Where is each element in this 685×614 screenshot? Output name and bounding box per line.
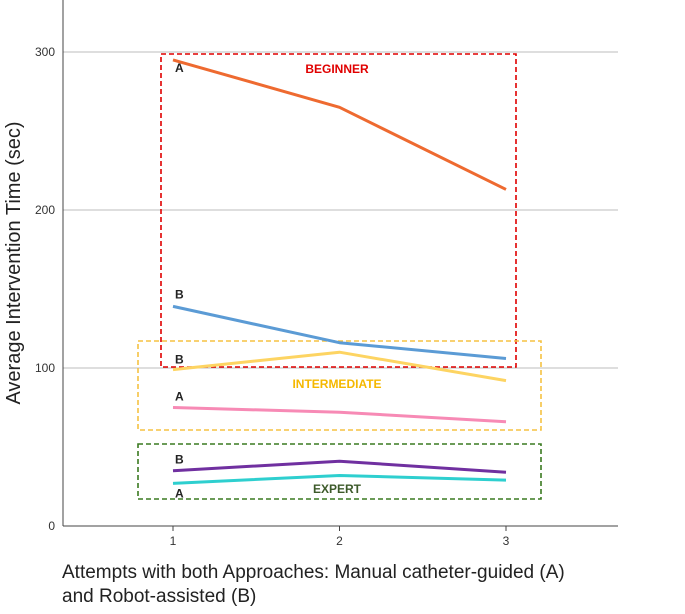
- series-label-intermediate-a: A: [175, 390, 184, 404]
- group-label-expert: EXPERT: [313, 482, 362, 496]
- x-axis-label-line1: Attempts with both Approaches: Manual ca…: [62, 562, 565, 583]
- line-chart: 0 100 200 300 1 2 3 Average Intervention Time…: [3, 0, 618, 548]
- series-lines: [172, 58, 507, 485]
- series-label-expert-b: B: [175, 453, 184, 467]
- series-label-intermediate-b: B: [175, 353, 184, 367]
- x-tick-label: 3: [503, 534, 510, 548]
- group-label-intermediate: INTERMEDIATE: [292, 377, 381, 391]
- series-label-beginner-a: A: [175, 61, 184, 75]
- y-axis-label: Average Intervention Time (sec): [3, 121, 25, 404]
- y-tick-label: 100: [35, 361, 55, 375]
- gridlines: [63, 51, 618, 369]
- series-line-beginner-b: [172, 304, 507, 361]
- series-line-expert-b: [172, 459, 507, 474]
- x-tick-label: 2: [336, 534, 343, 548]
- series-label-expert-a: A: [175, 486, 184, 500]
- series-line-beginner-a: [172, 58, 507, 191]
- y-tick-labels: 0 100 200 300: [35, 45, 55, 533]
- x-axis-label-line2: and Robot-assisted (B): [62, 586, 257, 607]
- group-boxes: BEGINNER INTERMEDIATE EXPERT: [137, 53, 542, 500]
- series-line-intermediate-a: [172, 406, 507, 424]
- axes: [62, 0, 618, 527]
- series-labels: A B B A B A: [175, 61, 184, 500]
- y-tick-label: 0: [48, 519, 55, 533]
- series-label-beginner-b: B: [175, 287, 184, 301]
- x-tick-label: 1: [170, 534, 177, 548]
- group-box-intermediate: [137, 340, 542, 431]
- group-box-expert: [137, 443, 542, 500]
- group-label-beginner: BEGINNER: [305, 62, 369, 76]
- x-tick-labels: 1 2 3: [170, 526, 510, 548]
- y-tick-label: 300: [35, 45, 55, 59]
- y-tick-label: 200: [35, 203, 55, 217]
- group-box-beginner: [160, 53, 517, 368]
- x-axis-label: Attempts with both Approaches: Manual ca…: [62, 561, 682, 609]
